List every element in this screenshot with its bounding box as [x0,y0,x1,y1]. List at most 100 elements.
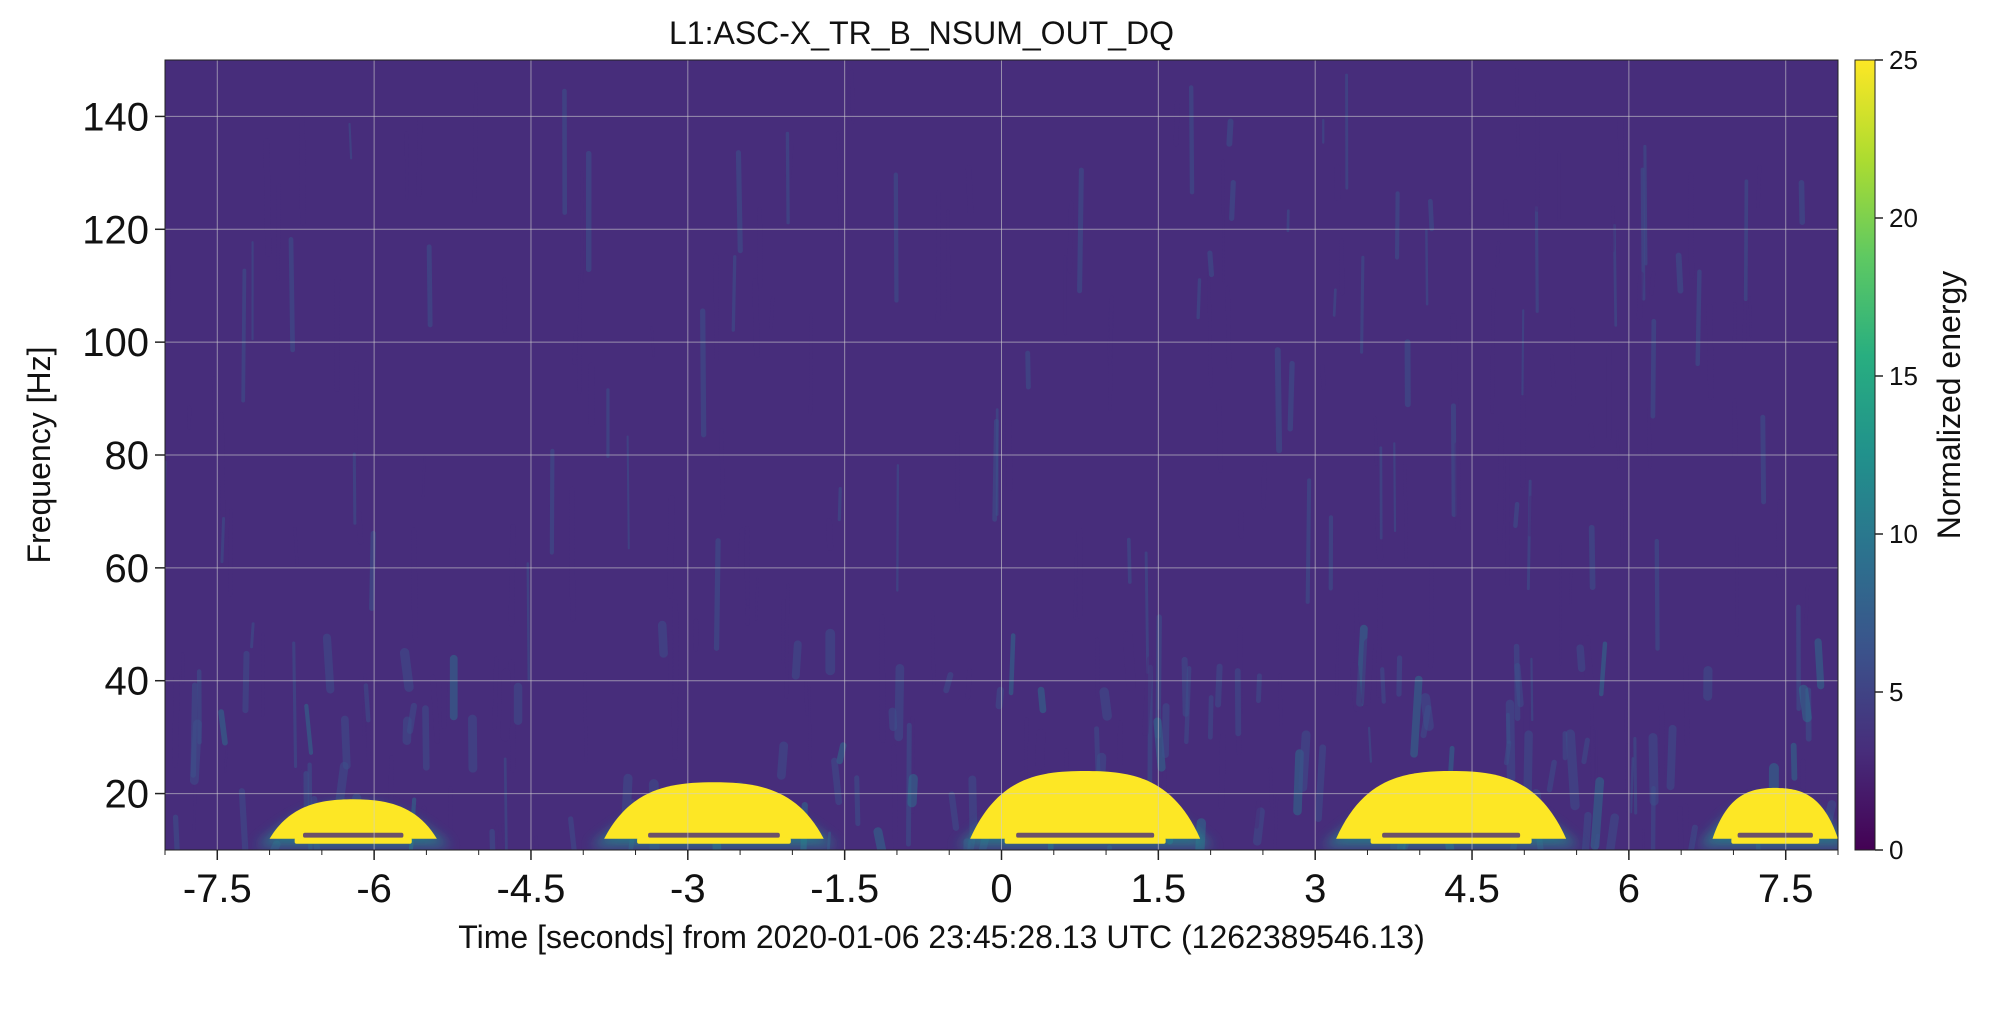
noise-streak [1495,240,1501,268]
low-freq-texture [1380,667,1386,704]
low-freq-texture [1420,704,1432,739]
noise-streak [1588,524,1596,591]
low-freq-texture [189,719,202,785]
noise-streak [1743,179,1749,302]
energy-region-gap-1 [648,832,780,838]
noise-streak [489,828,496,850]
noise-streak [804,680,809,716]
low-freq-texture [422,705,430,771]
y-tick-label: 140 [82,95,149,139]
x-tick-label: 3 [1304,867,1326,911]
noise-streak [893,172,899,303]
noise-streak [1675,252,1684,294]
noise-streak [334,276,341,392]
low-freq-texture [1361,638,1374,706]
energy-region-2 [970,771,1201,839]
noise-streak [1278,673,1283,727]
noise-streak [503,757,508,850]
noise-streak [526,562,530,681]
noise-streak [352,452,357,525]
low-freq-texture [1215,663,1223,708]
low-freq-texture [218,709,228,746]
noise-streak [785,131,790,225]
energy-region-base-2 [1004,837,1166,844]
noise-streak [667,495,675,599]
low-freq-texture [995,686,1004,710]
low-freq-texture [1252,807,1265,846]
noise-streak [1649,271,1656,296]
low-freq-texture [1581,811,1592,850]
noise-streak [166,188,171,308]
noise-streak [583,672,588,764]
noise-streak [1077,167,1084,294]
noise-streak [492,656,499,731]
low-freq-texture [1254,799,1261,829]
low-freq-texture [1546,759,1557,793]
noise-streak [826,518,834,551]
noise-streak [1535,91,1540,212]
colorbar-label: Normalized energy [1931,271,1967,540]
colorbar-tick-label: 10 [1889,519,1918,549]
low-freq-texture [1688,824,1698,850]
low-freq-texture [1350,662,1363,712]
colorbar-tick-label: 0 [1889,835,1903,865]
x-tick-label: -7.5 [183,867,252,911]
x-tick-label: -1.5 [810,867,879,911]
noise-streak [1706,303,1714,400]
noise-streak [1636,271,1644,320]
noise-streak [1274,347,1283,454]
noise-streak [263,138,272,257]
noise-streak [1620,499,1624,560]
noise-streak [1590,725,1595,783]
y-tick-label: 40 [105,660,150,704]
colorbar-tick-label: 25 [1889,45,1918,75]
low-freq-texture [1035,728,1046,771]
noise-streak [1497,422,1504,546]
low-freq-texture [657,620,668,658]
low-freq-texture [1184,666,1192,745]
noise-streak [288,237,295,353]
low-freq-texture [322,633,335,694]
noise-streak [508,523,516,627]
colorbar-ticks: 0 5 10 15 20 25 [1875,45,1918,865]
noise-streak [1188,85,1195,195]
x-axis-label: Time [seconds] from 2020-01-06 23:45:28.… [458,919,1425,955]
noise-streak [1237,509,1245,539]
noise-streak [502,277,507,333]
low-freq-texture [888,707,898,732]
low-freq-texture [1122,631,1136,691]
noise-streak [1688,172,1695,279]
low-freq-texture [1581,737,1590,765]
noise-streak [1654,538,1660,651]
noise-streak [508,659,516,773]
noise-streak [1760,414,1767,505]
noise-streak [298,114,306,226]
low-freq-texture [1293,749,1304,816]
noise-streak [411,527,418,640]
noise-streak [784,583,790,699]
noise-streak [1025,350,1031,390]
low-freq-texture [777,741,789,780]
low-freq-texture [340,715,351,770]
low-freq-texture [1207,695,1214,740]
noise-streak [738,527,746,573]
noise-streak [769,296,775,330]
noise-streak [1376,578,1383,698]
low-freq-texture [1590,777,1605,850]
energy-region-gap-3 [1382,832,1521,838]
noise-streak [1515,67,1520,158]
energy-region-gap-2 [1016,832,1155,838]
colorbar-gradient [1855,60,1875,850]
noise-streak [1144,551,1150,674]
noise-streak [731,255,737,332]
y-tick-label: 20 [105,773,150,817]
y-axis-label: Frequency [Hz] [21,347,57,564]
noise-streak [713,253,719,362]
noise-streak [719,428,725,520]
energy-region-base-3 [1370,837,1532,844]
noise-streak [1320,364,1326,390]
noise-streak [501,823,506,850]
noise-streak [1196,278,1202,320]
colorbar-tick-label: 15 [1889,361,1918,391]
